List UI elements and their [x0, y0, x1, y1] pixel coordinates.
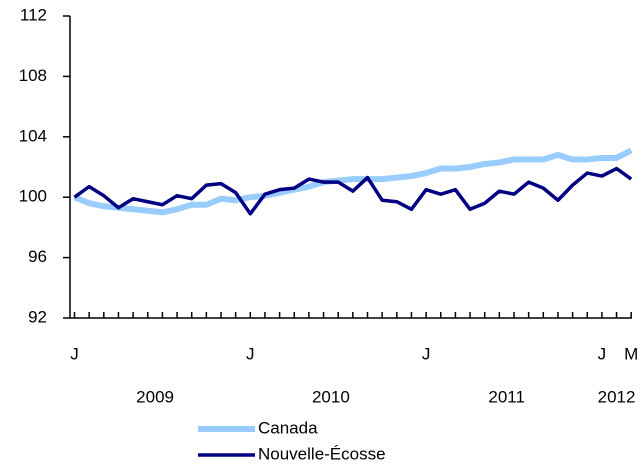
legend-label: Canada: [258, 418, 318, 437]
x-tick-label: J: [598, 344, 607, 363]
x-tick-label: J: [70, 344, 79, 363]
year-label: 2009: [136, 387, 174, 406]
y-tick-label: 96: [28, 247, 47, 266]
y-tick-label: 112: [20, 5, 47, 24]
y-tick-label: 108: [19, 66, 47, 85]
x-tick-label: M: [624, 344, 638, 363]
series-line: [73, 166, 633, 216]
year-label: 2011: [488, 387, 525, 406]
y-tick-label: 104: [19, 126, 47, 145]
y-tick-label: 100: [19, 187, 47, 206]
legend-label: Nouvelle-Écosse: [258, 444, 386, 463]
series-line: [73, 147, 633, 216]
x-tick-label: J: [246, 344, 255, 363]
x-tick-label: J: [422, 344, 431, 363]
year-label: 2010: [312, 387, 350, 406]
year-label: 2012: [598, 387, 636, 406]
y-tick-label: 92: [28, 307, 47, 326]
